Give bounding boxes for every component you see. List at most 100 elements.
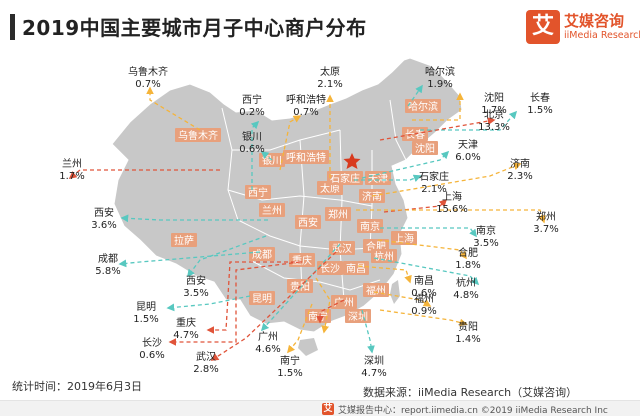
bottom-copyright: 艾媒报告中心：report.iimedia.cn ©2019 iiMedia R… [338,406,608,416]
city-name: 西安 [186,274,206,287]
city-label-layer: 乌鲁木齐0.7%太原2.1%哈尔滨1.9%西宁0.2%呼和浩特0.7%沈阳1.7… [59,65,558,379]
province-label: 南京 [357,219,383,233]
province-label-text: 西宁 [248,186,268,199]
city-share-label: 武汉2.8% [193,350,218,375]
city-share-label: 西宁0.2% [239,93,264,118]
province-label: 南昌 [343,261,369,275]
beijing-star-icon [343,153,361,169]
city-share-label: 沈阳1.7% [481,91,506,116]
city-share-label: 合肥1.8% [455,246,480,271]
city-name: 贵阳 [458,320,478,333]
city-share-label: 西安3.5% [183,274,208,299]
city-share-value: 4.6% [255,344,280,355]
brand-name-en: iiMedia Research [564,30,640,41]
city-share-value: 0.6% [239,144,264,155]
province-label: 石家庄 [327,171,363,185]
city-share-value: 0.7% [293,107,318,118]
province-label-text: 长沙 [320,263,340,275]
province-label: 长沙 [317,261,343,275]
city-name: 兰州 [62,157,82,170]
city-name: 合肥 [458,246,478,259]
province-label-text: 成都 [252,249,272,261]
city-name: 沈阳 [484,91,504,104]
province-label-text: 深圳 [348,311,368,323]
city-share-value: 4.7% [173,330,198,341]
province-label: 上海 [391,231,417,245]
city-share-label: 太原2.1% [317,65,342,90]
province-label-text: 太原 [320,182,340,195]
province-label-text: 哈尔滨 [408,100,438,113]
city-share-label: 贵阳1.4% [455,320,480,345]
city-share-value: 1.7% [481,105,506,116]
city-name: 昆明 [136,301,156,313]
province-label-text: 兰州 [262,204,282,217]
page-title: 2019中国主要城市月子中心商户分布 [22,16,367,40]
city-share-value: 2.3% [507,171,532,182]
city-share-value: 5.8% [95,266,120,277]
city-name: 重庆 [176,316,196,329]
province-label: 武汉 [329,241,355,255]
province-label: 拉萨 [171,233,197,247]
title-accent-bar [10,14,15,40]
city-name: 西安 [94,206,114,219]
province-label-text: 沈阳 [415,142,435,155]
city-share-value: 13.3% [478,122,510,133]
city-name: 银川 [242,130,262,143]
city-share-value: 2.1% [317,79,342,90]
province-label-text: 武汉 [332,242,352,255]
province-label: 西宁 [245,185,271,199]
city-name: 武汉 [196,350,216,363]
province-label: 西安 [295,215,321,229]
province-label-text: 济南 [362,190,382,203]
province-label: 深圳 [345,309,371,323]
city-name: 济南 [510,157,530,170]
city-share-value: 1.7% [59,171,84,182]
city-name: 呼和浩特 [286,94,326,106]
footer-date: 统计时间：2019年6月3日 [12,380,142,393]
taiwan-island [390,280,400,304]
city-name: 福州 [414,292,434,305]
city-share-value: 4.8% [453,290,478,301]
city-name: 天津 [458,139,478,151]
city-share-label: 天津6.0% [455,139,480,163]
city-name: 南京 [476,224,496,237]
province-label: 福州 [363,283,389,297]
city-share-label: 深圳4.7% [361,355,386,379]
city-name: 乌鲁木齐 [128,65,168,78]
province-label: 呼和浩特 [283,150,329,164]
footer-source: 数据来源：iiMedia Research（艾媒咨询） [363,386,578,399]
province-label: 郑州 [325,207,351,221]
city-share-value: 15.6% [436,204,468,215]
city-share-label: 重庆4.7% [173,316,198,341]
city-share-label: 兰州1.7% [59,157,84,182]
province-label: 天津 [365,171,391,185]
province-label: 沈阳 [412,141,438,155]
province-label-text: 杭州 [374,250,394,263]
city-name: 上海 [442,190,462,203]
city-name: 广州 [258,331,278,343]
city-share-value: 3.7% [533,224,558,235]
province-label-text: 南昌 [346,262,366,275]
city-name: 郑州 [536,210,556,223]
city-name: 石家庄 [419,170,449,183]
city-name: 哈尔滨 [425,65,455,78]
province-label-text: 南宁 [308,310,328,323]
province-label-text: 西安 [298,216,318,229]
province-label-text: 上海 [394,232,414,245]
city-share-value: 4.7% [361,368,386,379]
province-label: 昆明 [249,291,275,305]
city-share-label: 南宁1.5% [277,354,302,379]
city-share-value: 2.8% [193,364,218,375]
city-name: 长春 [530,92,550,104]
city-share-label: 长沙0.6% [139,337,164,361]
connector-lines [68,84,546,361]
city-share-value: 6.0% [455,152,480,163]
brand-logo-icon: 艾 [526,10,560,44]
city-share-label: 昆明1.5% [133,301,158,325]
province-label: 杭州 [371,249,397,263]
